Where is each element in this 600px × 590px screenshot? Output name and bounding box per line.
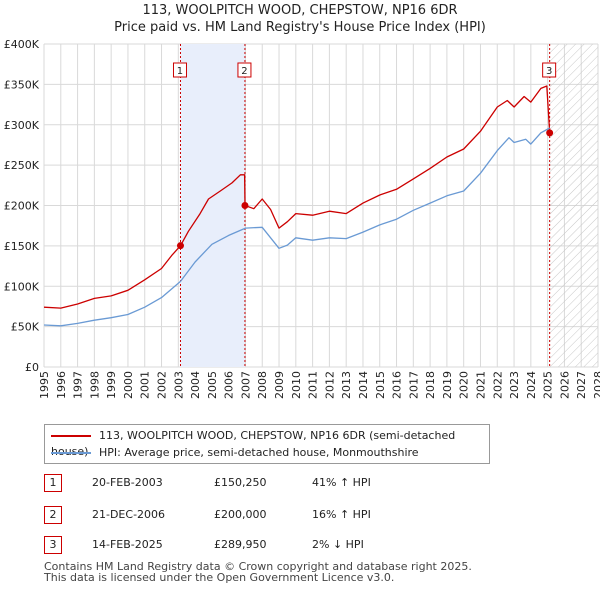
x-tick-label: 2024 (525, 371, 538, 399)
x-tick-label: 2004 (189, 371, 202, 399)
x-tick-label: 1998 (88, 371, 101, 399)
x-tick-label: 2000 (122, 371, 135, 399)
sale-box (172, 62, 187, 78)
future-hatch (549, 44, 598, 367)
x-tick-label: 2005 (206, 371, 219, 399)
price-chart: 1 2 3 £0 £50K £100K £150K £200K £250K £300K £350K… (4, 38, 600, 399)
x-tick-label: 2023 (508, 371, 521, 399)
x-tick-label: 2011 (307, 371, 320, 399)
y-tick-label: £150K (4, 240, 40, 253)
transaction-price: £289,950 (214, 538, 267, 551)
x-tick-label: 2025 (542, 371, 555, 399)
sale-point (241, 202, 249, 209)
transaction-date: 14-FEB-2025 (92, 538, 163, 551)
x-tick-label: 2028 (592, 371, 600, 399)
transaction-date: 20-FEB-2003 (92, 476, 163, 489)
legend-hpi-swatch (51, 452, 91, 454)
property-price-line (43, 85, 551, 309)
transaction-badge: 2 (44, 506, 62, 524)
hpi-line (43, 127, 551, 327)
x-tick-label: 2014 (357, 371, 370, 399)
transaction-price: £150,250 (214, 476, 267, 489)
grid (43, 43, 599, 368)
x-tick-label: 1997 (72, 371, 85, 399)
x-tick-label: 2027 (575, 371, 588, 399)
x-tick-label: 2026 (558, 371, 571, 399)
y-tick-label: £300K (4, 119, 40, 132)
y-tick-label: £400K (4, 38, 40, 51)
y-tick-label: £100K (4, 280, 40, 293)
x-tick-label: 2018 (424, 371, 437, 399)
series-lines (43, 85, 551, 327)
x-tick-label: 2002 (156, 371, 169, 399)
transaction-hpi: 2% ↓ HPI (312, 538, 364, 551)
legend-property-swatch (51, 435, 91, 437)
x-tick-label: 2006 (223, 371, 236, 399)
sale-box (237, 62, 252, 78)
sale-point (176, 242, 184, 250)
shaded-period (180, 44, 245, 367)
x-tick-label: 2016 (391, 371, 404, 399)
x-tick-label: 2001 (139, 371, 152, 399)
legend-property-label: 113, WOOLPITCH WOOD, CHEPSTOW, NP16 6DR … (51, 429, 456, 458)
x-tick-label: 2022 (491, 371, 504, 399)
y-tick-label: £50K (11, 321, 40, 334)
title-line-1: 113, WOOLPITCH WOOD, CHEPSTOW, NP16 6DR (142, 3, 458, 18)
footer-line-2: This data is licensed under the Open Gov… (44, 571, 395, 584)
legend-property: 113, WOOLPITCH WOOD, CHEPSTOW, NP16 6DR … (51, 428, 489, 458)
x-tick-label: 2008 (256, 371, 269, 399)
x-tick-label: 2015 (374, 371, 387, 399)
x-tick-label: 2021 (474, 371, 487, 399)
y-tick-label: £250K (4, 159, 40, 172)
legend: 113, WOOLPITCH WOOD, CHEPSTOW, NP16 6DR … (44, 424, 490, 464)
transaction-date: 21-DEC-2006 (92, 508, 166, 521)
sale-point (546, 129, 554, 137)
sale-box-label: 1 (177, 66, 183, 77)
x-tick-label: 2017 (407, 371, 420, 399)
x-tick-label: 1999 (105, 371, 118, 399)
sale-markers: 1 2 3 (172, 62, 557, 250)
x-tick-label: 2010 (290, 371, 303, 399)
x-tick-label: 2012 (323, 371, 336, 399)
transaction-badge: 3 (44, 536, 62, 554)
legend-hpi: HPI: Average price, semi-detached house,… (51, 445, 419, 461)
axes: £0 £50K £100K £150K £200K £250K £300K £350K £400… (4, 38, 600, 399)
sale-box-label: 3 (546, 66, 552, 77)
x-tick-label: 2013 (340, 371, 353, 399)
x-tick-label: 2020 (458, 371, 471, 399)
shaded-regions (179, 44, 598, 367)
y-tick-label: £350K (4, 78, 40, 91)
x-tick-label: 2019 (441, 371, 454, 399)
x-tick-label: 2009 (273, 371, 286, 399)
transaction-price: £200,000 (214, 508, 267, 521)
x-tick-label: 2007 (239, 371, 252, 399)
x-tick-label: 2003 (172, 371, 185, 399)
sale-box (542, 62, 557, 78)
y-tick-label: £0 (25, 361, 39, 374)
x-tick-label: 1995 (38, 371, 51, 399)
transaction-badge: 1 (44, 474, 62, 492)
transaction-hpi: 16% ↑ HPI (312, 508, 371, 521)
chart-title: 113, WOOLPITCH WOOD, CHEPSTOW, NP16 6DR … (0, 2, 600, 36)
y-tick-label: £200K (4, 200, 40, 213)
sale-box-label: 2 (241, 66, 247, 77)
transaction-hpi: 41% ↑ HPI (312, 476, 371, 489)
x-tick-label: 1996 (55, 371, 68, 399)
footer-line-1: Contains HM Land Registry data © Crown c… (44, 560, 472, 573)
footer: Contains HM Land Registry data © Crown c… (44, 561, 472, 583)
title-line-2: Price paid vs. HM Land Registry's House … (114, 20, 486, 35)
legend-hpi-label: HPI: Average price, semi-detached house,… (99, 446, 419, 459)
